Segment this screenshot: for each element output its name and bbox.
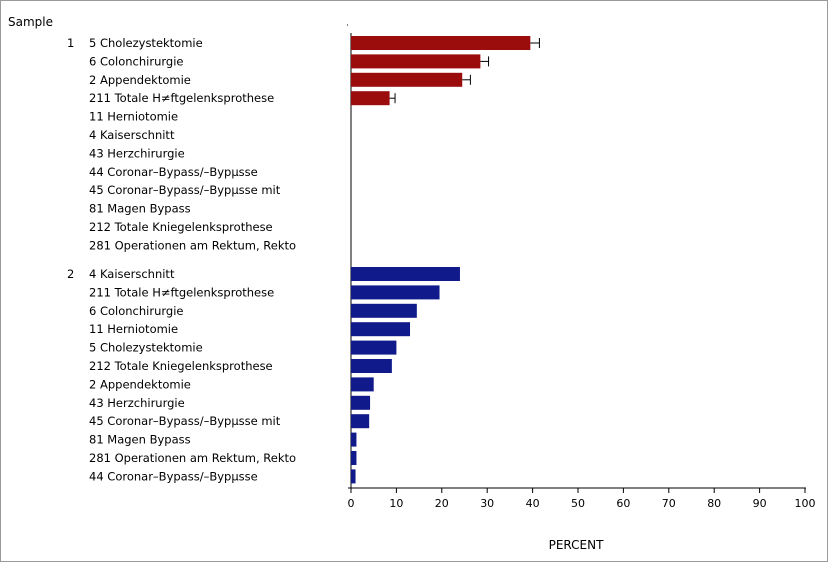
x-tick-label: 20 [435, 497, 449, 510]
category-label: 45 Coronar–Bypass/–Bypμsse mit [89, 414, 281, 428]
category-label: 44 Coronar–Bypass/–Bypμsse [89, 165, 258, 179]
x-tick-label: 40 [526, 497, 540, 510]
group-axis-label: Sample [8, 15, 53, 29]
group-label: 1 [67, 36, 74, 50]
category-label: 45 Coronar–Bypass/–Bypμsse mit [89, 183, 281, 197]
bar [351, 303, 417, 318]
x-axis-label: PERCENT [549, 538, 604, 552]
category-label: 6 Colonchirurgie [89, 54, 183, 68]
category-label: 212 Totale Kniegelenksprothese [89, 359, 273, 373]
group-label: 2 [67, 267, 74, 281]
bar [351, 414, 370, 429]
category-label: 4 Kaiserschnitt [89, 267, 175, 281]
bar [351, 377, 374, 392]
chart-marks: 1 5 Cholezystektomie 6 Colonchirurgie 2 App… [67, 24, 816, 510]
category-label: 211 Totale H≠ftgelenksprothese [89, 285, 274, 299]
category-label: 281 Operationen am Rektum, Rekto [89, 451, 296, 465]
x-tick-label: 70 [662, 497, 676, 510]
category-label: 211 Totale H≠ftgelenksprothese [89, 91, 274, 105]
category-label: 6 Colonchirurgie [89, 304, 183, 318]
x-tick-label: 90 [753, 497, 767, 510]
bar [351, 340, 397, 355]
category-label: 81 Magen Bypass [89, 202, 191, 216]
bar [351, 432, 357, 447]
category-label: 43 Herzchirurgie [89, 146, 185, 160]
bar [351, 395, 371, 410]
category-label: 81 Magen Bypass [89, 433, 191, 447]
category-label: 212 Totale Kniegelenksprothese [89, 220, 273, 234]
category-label: 5 Cholezystektomie [89, 36, 203, 50]
category-label: 11 Herniotomie [89, 110, 178, 124]
category-label: 44 Coronar–Bypass/–Bypμsse [89, 469, 258, 483]
x-tick-label: 80 [707, 497, 721, 510]
category-label: 4 Kaiserschnitt [89, 128, 175, 142]
bar [351, 359, 392, 373]
x-tick-label: 10 [389, 497, 403, 510]
category-label: 43 Herzchirurgie [89, 396, 185, 410]
category-label: 2 Appendektomie [89, 377, 191, 391]
bar [351, 36, 531, 50]
category-label: 5 Cholezystektomie [89, 341, 203, 355]
x-tick-label: 100 [795, 497, 816, 510]
bar [351, 469, 356, 484]
category-label: 2 Appendektomie [89, 73, 191, 87]
x-tick-label: 0 [348, 497, 355, 510]
bar [351, 54, 481, 69]
bar [351, 91, 390, 106]
x-tick-label: 30 [480, 497, 494, 510]
bar [351, 72, 463, 87]
bar [351, 451, 357, 465]
x-tick-label: 60 [616, 497, 630, 510]
bar [351, 267, 460, 281]
x-tick-label: 50 [571, 497, 585, 510]
bar [351, 285, 440, 300]
category-label: 281 Operationen am Rektum, Rekto [89, 238, 296, 252]
category-label: 11 Herniotomie [89, 322, 178, 336]
bar [351, 322, 411, 337]
